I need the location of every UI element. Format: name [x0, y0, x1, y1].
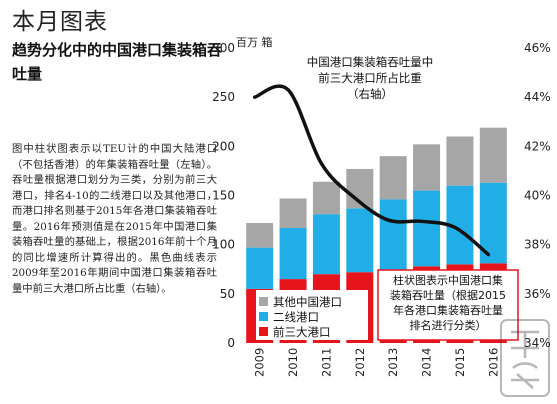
right-tick-label: 42%: [524, 139, 551, 153]
bar-2009-series-1: [246, 247, 274, 289]
legend-label: 前三大港口: [273, 325, 331, 339]
bar-annotation-text: 装箱吞吐量（根据2015: [390, 288, 506, 302]
x-tick-label: 2014: [420, 348, 434, 377]
line-annotation-box: [300, 52, 430, 102]
watermark-seal: [500, 319, 550, 397]
legend-label: 其他中国港口: [273, 295, 342, 309]
bar-2012-series-1: [346, 208, 374, 273]
bar-2016-series-2: [479, 127, 507, 183]
bar-2010-series-1: [279, 227, 307, 280]
right-tick-label: 40%: [524, 189, 551, 203]
share-line: [252, 84, 491, 257]
x-tick-label: 2015: [453, 348, 467, 377]
bar-2014-series-2: [413, 144, 441, 191]
bar-2013-series-2: [379, 156, 407, 200]
x-tick-label: 2011: [319, 348, 333, 377]
legend-swatch: [259, 327, 268, 336]
axes-layer: 0 50 100 150 200 250 300 百万 箱 34% 36% 38% 40% 42% 44%…: [212, 35, 551, 377]
left-tick-label: 0: [227, 336, 235, 350]
chart-subtitle: 趋势分化中的中国港口集装箱吞吐量: [12, 41, 223, 83]
bar-2009-series-2: [246, 223, 274, 248]
line-layer: [252, 84, 491, 257]
line-annotation-text: （右轴）: [347, 87, 393, 101]
page-title: 本月图表: [12, 9, 108, 35]
legend-box: [256, 290, 368, 340]
right-tick-label: 44%: [524, 90, 551, 104]
left-tick-label: 200: [212, 139, 235, 153]
line-annotation-text: 前三大港口所占比重: [318, 71, 422, 85]
x-tick-label: 2010: [286, 348, 300, 377]
right-tick-label: 36%: [524, 287, 551, 301]
x-tick-label: 2012: [353, 348, 367, 377]
right-tick-label: 46%: [524, 41, 551, 55]
left-axis-label: 百万 箱: [236, 35, 273, 49]
x-tick-label: 2016: [486, 348, 500, 377]
bar-2011-series-2: [312, 181, 340, 215]
annotations-layer: 中国港口集装箱吞吐量中前三大港口所占比重 （右轴） 柱状图表示中国港口集装箱吞吐量（…: [300, 52, 519, 341]
left-tick-label: 150: [212, 189, 235, 203]
legend-swatch: [259, 312, 268, 321]
bar-2010-series-2: [279, 198, 307, 228]
bar-2014-series-1: [413, 190, 441, 267]
bar-annotation-box: [377, 269, 519, 341]
bar-2011-series-1: [312, 214, 340, 275]
left-tick-label: 50: [220, 287, 235, 301]
bar-annotation-text: 年各港口集装箱吞吐量: [393, 303, 503, 317]
bar-annotation-text: 柱状图表示中国港口集: [393, 273, 503, 287]
legend-label: 二线港口: [273, 310, 319, 324]
x-tick-label: 2009: [253, 348, 267, 377]
bar-annotation-text: 排名进行分类）: [410, 318, 487, 332]
left-tick-label: 100: [212, 238, 235, 252]
right-tick-label: 34%: [524, 336, 551, 350]
line-annotation-text: 中国港口集装箱吞吐量中: [307, 55, 434, 69]
bar-2015-series-2: [446, 136, 474, 186]
left-tick-label: 250: [212, 90, 235, 104]
bar-2013-series-1: [379, 199, 407, 271]
legend-swatch: [259, 297, 268, 306]
left-tick-label: 300: [212, 41, 235, 55]
x-tick-label: 2013: [386, 348, 400, 377]
right-tick-label: 38%: [524, 238, 551, 252]
chart-description: 图中柱状图表示以TEU计的中国大陆港口（不包括香港）的年集装箱吞吐量（左轴）。吞…: [12, 143, 217, 295]
